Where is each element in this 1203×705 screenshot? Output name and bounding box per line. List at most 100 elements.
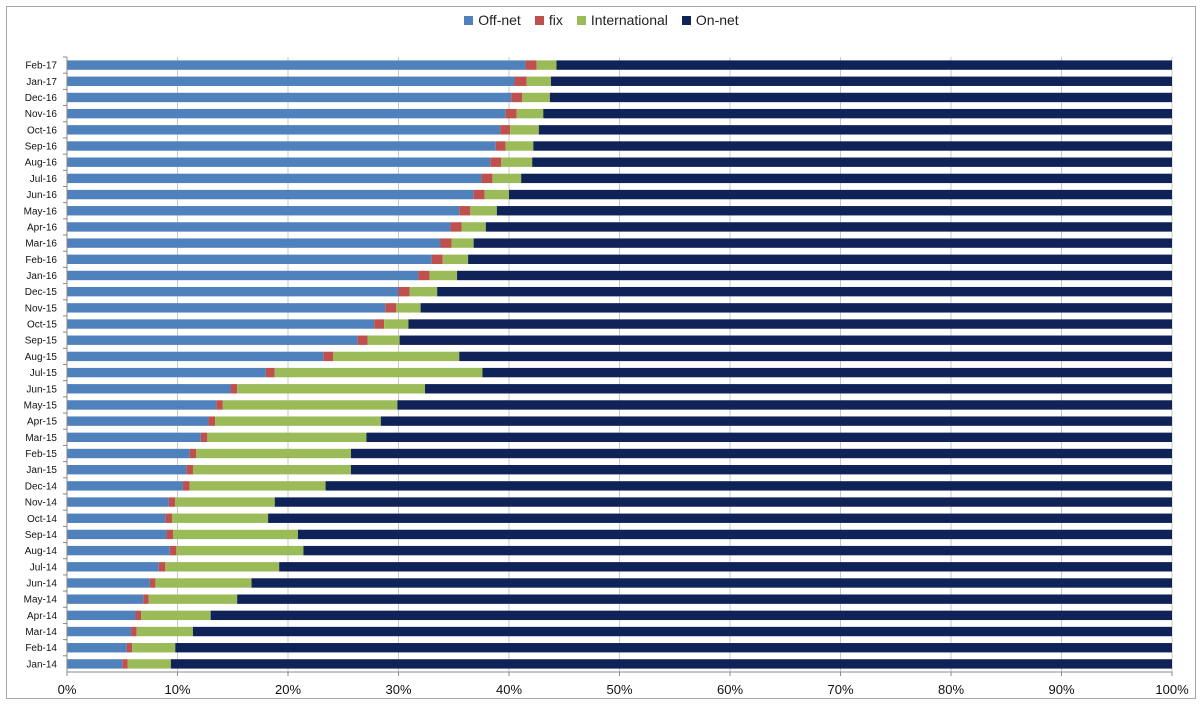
bar-international-jun-15 xyxy=(237,384,426,394)
bar-off-net-feb-14 xyxy=(67,643,127,653)
bar-on-net-dec-16 xyxy=(549,92,1172,103)
bar-on-net-nov-14 xyxy=(274,497,1172,507)
category-label: Aug-16 xyxy=(25,158,58,169)
bar-on-net-jan-14 xyxy=(170,659,1172,669)
bar-on-net-oct-14 xyxy=(268,513,1172,523)
category-label: Jan-15 xyxy=(26,465,57,476)
bar-on-net-dec-15 xyxy=(437,286,1172,297)
category-label: Jun-14 xyxy=(26,578,57,589)
bar-off-net-may-14 xyxy=(67,594,144,604)
category-label: Dec-15 xyxy=(25,287,58,298)
bar-international-nov-14 xyxy=(175,497,275,507)
bar-fix-apr-16 xyxy=(450,222,462,232)
category-label: Feb-15 xyxy=(25,449,57,460)
bar-international-feb-16 xyxy=(442,254,469,264)
bar-off-net-may-16 xyxy=(67,206,460,216)
bar-international-feb-14 xyxy=(132,643,176,653)
bar-fix-nov-16 xyxy=(505,108,517,119)
legend-item-fix: fix xyxy=(534,12,563,28)
bar-international-dec-15 xyxy=(409,286,438,297)
category-label: Aug-14 xyxy=(25,546,58,557)
legend: Off-net fix International On-net xyxy=(0,12,1203,28)
legend-label-fix: fix xyxy=(548,12,563,28)
bar-off-net-mar-15 xyxy=(67,432,201,443)
category-label: Jul-14 xyxy=(30,562,58,573)
category-label: Oct-14 xyxy=(27,514,57,525)
bar-fix-jul-16 xyxy=(481,173,493,184)
bar-on-net-dec-14 xyxy=(325,481,1172,491)
bar-off-net-dec-14 xyxy=(67,481,184,491)
bar-international-dec-14 xyxy=(189,481,326,491)
bar-international-feb-17 xyxy=(536,60,557,70)
bar-international-nov-16 xyxy=(516,108,544,119)
bar-on-net-jun-16 xyxy=(509,189,1172,200)
bar-off-net-sep-16 xyxy=(67,141,496,151)
bar-off-net-jun-15 xyxy=(67,384,231,394)
category-label: Aug-15 xyxy=(25,352,58,363)
legend-label-off-net: Off-net xyxy=(478,12,521,28)
bar-fix-dec-14 xyxy=(183,481,190,491)
bar-international-nov-15 xyxy=(396,303,421,313)
bar-off-net-aug-16 xyxy=(67,157,491,167)
bar-fix-feb-17 xyxy=(525,60,537,70)
category-label: Feb-17 xyxy=(25,61,57,72)
bar-fix-sep-16 xyxy=(495,141,506,151)
category-label: Jul-16 xyxy=(30,174,58,185)
bar-fix-may-15 xyxy=(216,400,223,410)
bar-fix-nov-15 xyxy=(385,303,397,313)
bar-fix-jan-15 xyxy=(186,465,193,475)
bar-on-net-feb-16 xyxy=(468,254,1172,264)
bar-fix-apr-14 xyxy=(135,610,142,621)
bar-fix-feb-16 xyxy=(431,254,443,264)
bar-off-net-jun-14 xyxy=(67,578,150,588)
bar-on-net-feb-17 xyxy=(556,60,1172,70)
x-tick-label: 100% xyxy=(1155,682,1189,697)
bar-on-net-aug-16 xyxy=(532,157,1172,167)
legend-swatch-off-net xyxy=(464,15,474,25)
bar-off-net-apr-14 xyxy=(67,610,136,621)
bar-on-net-may-15 xyxy=(397,400,1172,410)
bar-off-net-oct-15 xyxy=(67,319,375,329)
bar-fix-oct-15 xyxy=(374,319,385,329)
bar-fix-jul-15 xyxy=(265,367,275,378)
legend-swatch-on-net xyxy=(681,15,691,25)
bar-on-net-jan-16 xyxy=(457,270,1172,281)
bar-fix-dec-15 xyxy=(398,286,410,297)
bar-off-net-oct-14 xyxy=(67,513,166,523)
bar-international-sep-15 xyxy=(367,335,400,345)
category-label: Jan-16 xyxy=(26,271,57,282)
legend-swatch-international xyxy=(576,15,586,25)
bar-international-oct-14 xyxy=(171,513,269,523)
bar-fix-nov-14 xyxy=(168,497,176,507)
bar-on-net-jun-14 xyxy=(251,578,1172,588)
bar-off-net-aug-15 xyxy=(67,351,324,362)
bar-fix-jun-16 xyxy=(473,189,485,200)
bar-off-net-jan-14 xyxy=(67,659,123,669)
x-tick-label: 20% xyxy=(275,682,301,697)
bar-on-net-jul-15 xyxy=(482,367,1173,378)
category-label: Apr-15 xyxy=(27,417,57,428)
bar-fix-dec-16 xyxy=(511,92,523,103)
legend-label-on-net: On-net xyxy=(695,12,739,28)
bar-international-sep-14 xyxy=(173,529,298,540)
category-label: Apr-16 xyxy=(27,222,57,233)
bar-off-net-mar-14 xyxy=(67,626,132,637)
bar-international-oct-15 xyxy=(384,319,409,329)
bar-off-net-oct-16 xyxy=(67,125,501,135)
category-label: Dec-14 xyxy=(25,481,58,492)
bar-off-net-apr-16 xyxy=(67,222,451,232)
bar-off-net-nov-14 xyxy=(67,497,169,507)
bar-international-sep-16 xyxy=(505,141,534,151)
bar-international-jan-16 xyxy=(429,270,458,281)
bar-on-net-apr-15 xyxy=(380,416,1172,426)
bar-fix-apr-15 xyxy=(208,416,216,426)
category-label: Jun-15 xyxy=(26,384,57,395)
bar-on-net-jul-16 xyxy=(521,173,1172,184)
bar-on-net-jul-14 xyxy=(279,562,1172,572)
bar-on-net-sep-14 xyxy=(297,529,1172,540)
category-label: Sep-14 xyxy=(25,530,58,541)
category-label: Sep-15 xyxy=(25,336,58,347)
bar-fix-sep-15 xyxy=(357,335,368,345)
bar-off-net-feb-15 xyxy=(67,448,190,459)
